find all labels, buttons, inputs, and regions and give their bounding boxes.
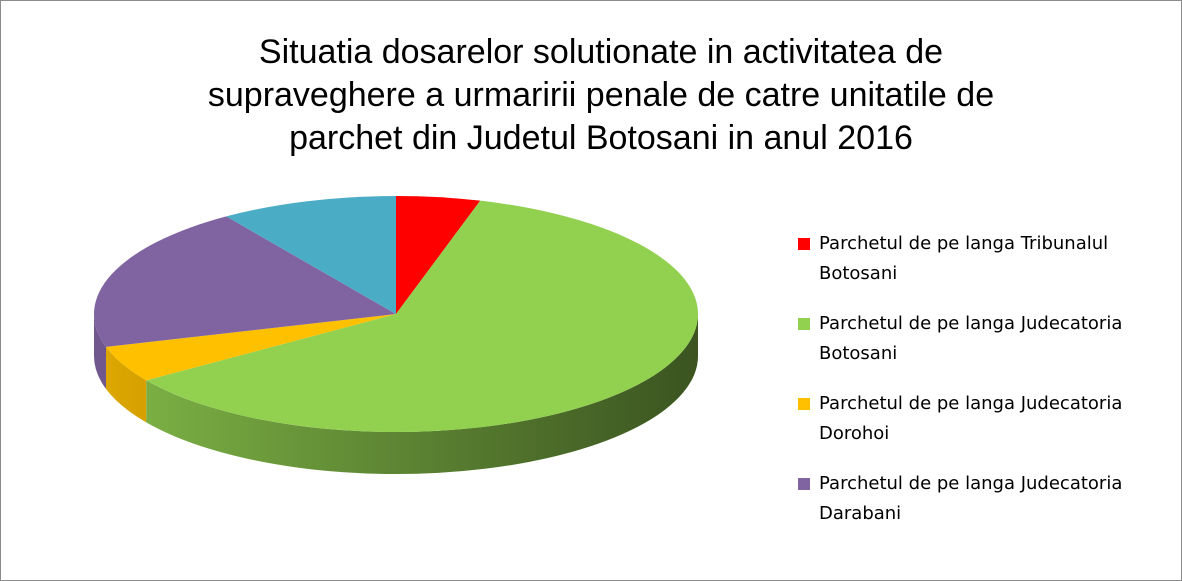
legend-label: Parchetul de pe langa Judecatoria Daraba… <box>819 473 1123 524</box>
legend-entry: Parchetul de pe langa Judecatoria Botosa… <box>798 309 1178 389</box>
slice <box>93 216 396 347</box>
slice <box>146 200 698 432</box>
chart-title: Situatia dosarelor solutionate in activi… <box>207 33 995 157</box>
legend-swatch <box>798 398 810 410</box>
legend-entry: Parchetul de pe langa Tribunalul Botosan… <box>798 229 1178 309</box>
slice-side-shade <box>146 314 698 474</box>
slice <box>105 314 397 381</box>
legend-swatch <box>798 238 810 250</box>
legend-entry: Parchetul de pe langa Judecatoria Doroho… <box>798 389 1178 469</box>
legend-swatch <box>798 478 810 490</box>
legend: Parchetul de pe langa Tribunalul Botosan… <box>798 229 1178 549</box>
slice <box>226 196 396 314</box>
slice-side-shade <box>105 346 147 423</box>
legend-label: Parchetul de pe langa Tribunalul Botosan… <box>819 233 1109 284</box>
legend-label: Parchetul de pe langa Judecatoria Doroho… <box>819 393 1123 444</box>
slice <box>396 196 481 314</box>
legend-entry: Parchetul de pe langa Judecatoria Daraba… <box>798 469 1178 549</box>
legend-swatch <box>798 318 810 330</box>
legend-label: Parchetul de pe langa Judecatoria Botosa… <box>819 313 1123 364</box>
slice-side-shade <box>94 314 106 389</box>
